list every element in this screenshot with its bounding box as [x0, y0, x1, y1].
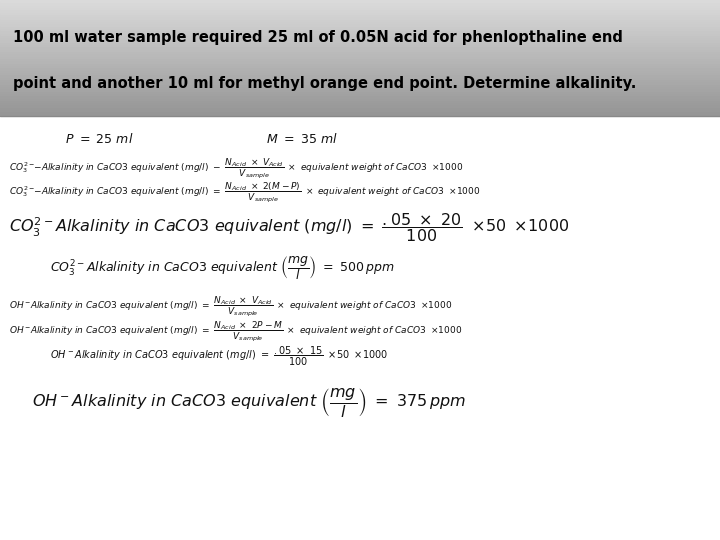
Bar: [0, 2, 720, 5]
Bar: [0, 95, 720, 98]
Bar: [0, 93, 720, 95]
Bar: [0, 107, 720, 109]
Bar: [0, 39, 720, 42]
Bar: [0, 98, 720, 100]
Bar: [0, 86, 720, 88]
Bar: [0, 79, 720, 81]
Text: $P\ =\ 25\ ml$: $P\ =\ 25\ ml$: [65, 132, 133, 146]
Bar: [0, 16, 720, 18]
Bar: [0, 7, 720, 9]
Bar: [0, 116, 720, 540]
Bar: [0, 91, 720, 93]
Bar: [0, 44, 720, 46]
Bar: [0, 53, 720, 56]
Bar: [0, 100, 720, 102]
Bar: [0, 81, 720, 84]
Bar: [0, 35, 720, 37]
Bar: [0, 25, 720, 28]
Bar: [0, 75, 720, 77]
Bar: [0, 5, 720, 7]
Bar: [0, 65, 720, 68]
Bar: [0, 84, 720, 86]
Text: $OH^-\!\mathit{Alkalinity\ in\ CaCO3\ equivalent\ (mg/l)}\ =\ \dfrac{N_{Acid}\ \: $OH^-\!\mathit{Alkalinity\ in\ CaCO3\ eq…: [9, 294, 452, 319]
Text: $M\ =\ 35\ ml$: $M\ =\ 35\ ml$: [266, 132, 338, 146]
Bar: [0, 60, 720, 63]
Text: $\mathit{CO_3^{2-}Alkalinity\ in\ CaCO3\ equivalent\ (mg/l)}\ =\ \dfrac{.05\ \ti: $\mathit{CO_3^{2-}Alkalinity\ in\ CaCO3\…: [9, 211, 569, 244]
Bar: [0, 9, 720, 11]
Bar: [0, 56, 720, 58]
Bar: [0, 30, 720, 32]
Bar: [0, 0, 720, 2]
Bar: [0, 105, 720, 107]
Bar: [0, 18, 720, 21]
Bar: [0, 14, 720, 16]
Text: $\mathit{CO_3^{2-}Alkalinity\ in\ CaCO3\ equivalent}\ \left(\dfrac{mg}{l}\right): $\mathit{CO_3^{2-}Alkalinity\ in\ CaCO3\…: [50, 254, 395, 282]
Bar: [0, 42, 720, 44]
Text: $CO_3^{2-}\!\mathit{-Alkalinity\ in\ CaCO3\ equivalent\ (mg/l)}\ -\ \dfrac{N_{Ac: $CO_3^{2-}\!\mathit{-Alkalinity\ in\ CaC…: [9, 157, 463, 181]
Text: $\mathit{OH^-Alkalinity\ in\ CaCO3\ equivalent}\ \left(\dfrac{mg}{l}\right)\ =\ : $\mathit{OH^-Alkalinity\ in\ CaCO3\ equi…: [32, 386, 467, 419]
Text: 100 ml water sample required 25 ml of 0.05N acid for phenlopthaline end: 100 ml water sample required 25 ml of 0.…: [13, 30, 623, 45]
Bar: [0, 46, 720, 49]
Bar: [0, 37, 720, 39]
Text: point and another 10 ml for methyl orange end point. Determine alkalinity.: point and another 10 ml for methyl orang…: [13, 76, 636, 91]
Bar: [0, 51, 720, 53]
Bar: [0, 11, 720, 14]
Bar: [0, 72, 720, 75]
Bar: [0, 21, 720, 23]
Bar: [0, 58, 720, 60]
Bar: [0, 63, 720, 65]
Bar: [0, 68, 720, 70]
Bar: [0, 28, 720, 30]
Bar: [0, 23, 720, 25]
Bar: [0, 114, 720, 116]
Bar: [0, 109, 720, 111]
Bar: [0, 111, 720, 114]
Bar: [0, 88, 720, 91]
Bar: [0, 49, 720, 51]
Text: $CO_3^{2-}\!\mathit{-Alkalinity\ in\ CaCO3\ equivalent\ (mg/l)}\ =\ \dfrac{N_{Ac: $CO_3^{2-}\!\mathit{-Alkalinity\ in\ CaC…: [9, 181, 480, 205]
Bar: [0, 77, 720, 79]
Bar: [0, 32, 720, 35]
Text: $\mathit{OH^-Alkalinity\ in\ CaCO3\ equivalent\ (mg/l)}\ =\ \dfrac{.05\ \times\ : $\mathit{OH^-Alkalinity\ in\ CaCO3\ equi…: [50, 345, 389, 368]
Bar: [0, 102, 720, 105]
Text: $OH^-\!\mathit{Alkalinity\ in\ CaCO3\ equivalent\ (mg/l)}\ =\ \dfrac{N_{Acid}\ \: $OH^-\!\mathit{Alkalinity\ in\ CaCO3\ eq…: [9, 320, 462, 344]
Bar: [0, 70, 720, 72]
